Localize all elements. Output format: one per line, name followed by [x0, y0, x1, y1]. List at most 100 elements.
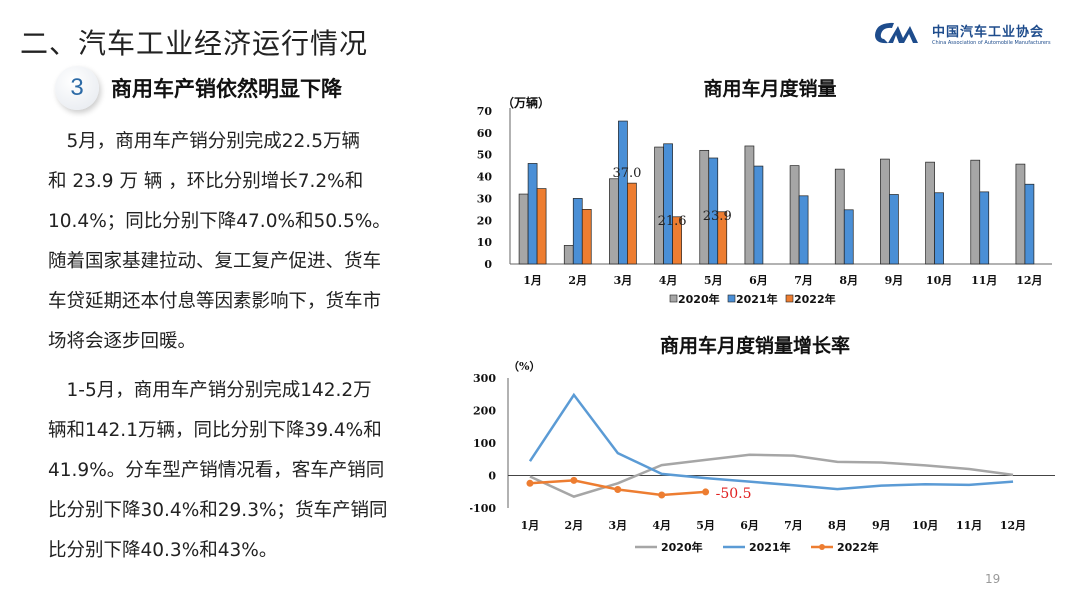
bar-2020年-10月 [925, 161, 935, 265]
paragraph-cumulative: 1-5月，商用车产销分别完成142.2万 辆和142.1万辆，同比分别下降39.… [48, 371, 388, 571]
bar-2020年-6月 [744, 145, 755, 265]
bar-2020年-7月 [789, 165, 800, 265]
marker-2022年 [526, 479, 534, 487]
data-label: 23.9 [703, 209, 732, 224]
chart-title: 商用车月度销量 [703, 77, 836, 100]
bar-2021年-9月 [889, 194, 899, 265]
x-tick-label: 6月 [740, 519, 759, 532]
bar-2020年-11月 [970, 159, 981, 265]
data-label: 21.6 [658, 214, 687, 229]
bar-2020年-3月 [609, 178, 619, 265]
bar-2021年-1月 [527, 163, 538, 265]
y-tick-label: 40 [477, 171, 493, 184]
logo-cn-text: 中国汽车工业协会 [932, 24, 1045, 40]
line-chart-growth-rate: 商用车月度销量增长率 （%） -100 0 100 200 300 1月 2月 3月 4月 5月 6月 7… [470, 334, 1055, 554]
y-axis-unit: （万辆） [502, 95, 550, 110]
paragraph-monthly: 5月，商用车产销分别完成22.5万辆 和 23.9 万 辆 ，环比分别增长7.2… [48, 122, 391, 362]
x-tick-label: 2月 [568, 274, 587, 287]
bar-2021年-3月 [618, 120, 628, 265]
text-line: 车贷延期还本付息等因素影响下，货车市 [48, 291, 382, 312]
caam-logo-icon [875, 22, 918, 44]
x-tick-label: 6月 [749, 274, 768, 287]
x-tick-label: 7月 [784, 519, 803, 532]
legend-label: 2020年 [661, 540, 703, 554]
marker-2022年 [570, 476, 578, 484]
y-tick-label: 30 [477, 192, 493, 205]
text-line: 10.4%；同比分别下降47.0%和50.5%。 [48, 211, 391, 232]
x-tick-label: 1月 [523, 274, 542, 287]
x-tick-label: 11月 [956, 519, 982, 532]
chart-title: 商用车月度销量增长率 [660, 334, 850, 357]
y-tick-label: 0 [488, 470, 496, 483]
x-tick-label: 12月 [1000, 519, 1026, 532]
x-tick-label: 1月 [521, 519, 540, 532]
slide-title: 二、汽车工业经济运行情况 [20, 27, 369, 60]
bar-chart-monthly-sales: 商用车月度销量 （万辆） 0 10 20 30 40 50 60 70 1月 2月 3月 4月 5月 6月 7月… [477, 77, 1052, 306]
y-tick-label: 20 [477, 214, 493, 227]
text-line: 1-5月，商用车产销分别完成142.2万 [48, 380, 372, 401]
x-tick-label: 2月 [565, 519, 584, 532]
legend-marker [819, 544, 825, 550]
x-tick-label: 4月 [652, 519, 671, 532]
y-tick-label: 0 [484, 258, 492, 271]
bar-2022年-1月 [536, 188, 547, 265]
text-line: 辆和142.1万辆，同比分别下降39.4%和 [48, 420, 382, 441]
text-line: 和 23.9 万 辆 ，环比分别增长7.2%和 [48, 171, 364, 192]
x-tick-label: 11月 [971, 274, 997, 287]
x-tick-label: 5月 [704, 274, 723, 287]
bar-2021年-8月 [843, 209, 854, 265]
legend-swatch [727, 294, 736, 303]
text-line: 41.9%。分车型产销情况看，客车产销同 [48, 460, 385, 481]
bar-2022年-2月 [581, 209, 592, 265]
bar-2020年-9月 [880, 158, 890, 265]
text-line: 5月，商用车产销分别完成22.5万辆 [48, 131, 360, 152]
x-tick-label: 9月 [872, 519, 891, 532]
x-tick-label: 9月 [885, 274, 904, 287]
x-tick-label: 3月 [614, 274, 633, 287]
y-tick-label: 60 [477, 127, 493, 140]
data-label: -50.5 [716, 486, 752, 502]
y-tick-label: -100 [470, 502, 496, 515]
y-tick-label: 50 [477, 149, 493, 162]
y-tick-label: 300 [473, 372, 496, 385]
line-2020年 [529, 453, 1014, 498]
bar-2021年-6月 [753, 165, 764, 265]
legend-swatch [785, 294, 794, 303]
legend-label: 2021年 [736, 292, 778, 306]
bar-2022年-3月 [627, 182, 637, 265]
marker-2022年 [614, 485, 622, 493]
x-tick-label: 8月 [828, 519, 847, 532]
bar-2021年-11月 [979, 191, 990, 265]
bar-2020年-4月 [654, 146, 664, 265]
y-tick-label: 100 [473, 437, 496, 450]
text-line: 比分别下降40.3%和43%。 [48, 540, 278, 561]
x-tick-label: 10月 [912, 519, 938, 532]
bar-2020年-12月 [1015, 163, 1026, 265]
page-number: 19 [985, 572, 1001, 586]
bar-2020年-8月 [834, 168, 845, 265]
x-tick-label: 10月 [926, 274, 952, 287]
y-tick-label: 70 [477, 105, 493, 118]
bar-2021年-12月 [1024, 183, 1035, 265]
legend-label: 2022年 [837, 540, 879, 554]
data-label: 37.0 [612, 166, 641, 181]
legend-label: 2020年 [678, 292, 720, 306]
y-tick-label: 10 [477, 236, 493, 249]
bar-2020年-2月 [563, 245, 574, 265]
x-tick-label: 5月 [696, 519, 715, 532]
legend-label: 2021年 [749, 540, 791, 554]
bar-2021年-2月 [572, 198, 583, 265]
section-number-badge: 3 [55, 66, 99, 110]
bar-2021年-7月 [798, 195, 809, 265]
x-tick-label: 7月 [794, 274, 813, 287]
text-line: 场将会逐步回暖。 [48, 331, 197, 352]
bar-2022年-5月 [717, 211, 728, 265]
logo-en-text: China Association of Automobile Manufact… [932, 39, 1051, 46]
legend-label: 2022年 [794, 292, 836, 306]
x-tick-label: 12月 [1016, 274, 1042, 287]
marker-2022年 [658, 491, 666, 499]
x-tick-label: 8月 [839, 274, 858, 287]
y-axis-unit: （%） [508, 360, 540, 373]
x-tick-label: 4月 [659, 274, 678, 287]
line-2021年 [528, 392, 1014, 491]
